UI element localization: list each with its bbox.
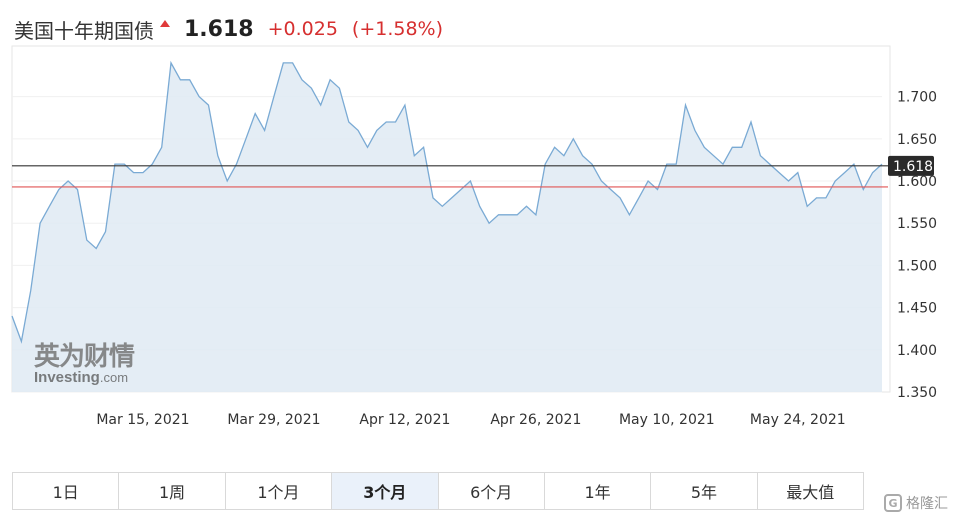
- y-axis-ticks: 1.350 1.400 1.450 1.500 1.550 1.600 1.650 1.700: [897, 90, 937, 401]
- price-change-percent: (+1.58%): [351, 18, 444, 40]
- y-tick-label: 1.500: [897, 258, 937, 274]
- x-tick-label: May 24, 2021: [750, 412, 846, 428]
- up-arrow-icon: [160, 19, 170, 27]
- series-line: [11, 60, 883, 344]
- x-tick-label: Apr 26, 2021: [490, 412, 581, 428]
- y-tick-label: 1.450: [897, 301, 937, 317]
- y-tick-label: 1.600: [897, 174, 937, 190]
- brand-label: 格隆汇: [906, 496, 948, 512]
- watermark-en-suffix: .com: [99, 370, 129, 385]
- watermark-en-main: Investing: [34, 369, 100, 386]
- time-range-tabs: 1日 1周 1个月 3个月 6个月 1年 5年 最大值: [12, 472, 864, 510]
- y-tick-label: 1.550: [897, 216, 937, 232]
- tab-range-6[interactable]: 5年: [651, 473, 758, 509]
- instrument-title: 美国十年期国债: [14, 18, 154, 43]
- last-price: 1.618: [184, 16, 254, 42]
- tab-range-3[interactable]: 3个月: [332, 473, 439, 509]
- y-tick-label: 1.400: [897, 343, 937, 359]
- x-tick-label: Mar 29, 2021: [227, 412, 320, 428]
- x-tick-label: Apr 12, 2021: [359, 412, 450, 428]
- brand-logo: G 格隆汇: [884, 493, 948, 513]
- tab-range-1[interactable]: 1周: [119, 473, 226, 509]
- tab-range-4[interactable]: 6个月: [438, 473, 545, 509]
- yield-chart: 1.350 1.400 1.450 1.500 1.550 1.600 1.650 1.700…: [11, 45, 937, 428]
- y-tick-label: 1.650: [897, 132, 937, 148]
- watermark-cn: 英为财情: [34, 342, 135, 372]
- price-change: +0.025: [267, 18, 338, 40]
- x-axis-ticks: Mar 15, 2021 Mar 29, 2021 Apr 12, 2021 Apr …: [96, 412, 845, 428]
- series-area: [12, 62, 882, 393]
- brand-icon: G: [884, 494, 902, 512]
- investing-watermark: 英为财情 Investing.com: [34, 336, 135, 386]
- tab-range-5[interactable]: 1年: [544, 473, 652, 509]
- x-tick-label: Mar 15, 2021: [96, 412, 189, 428]
- x-tick-label: May 10, 2021: [619, 412, 715, 428]
- tab-range-7[interactable]: 最大值: [757, 473, 863, 509]
- current-price-tag: 1.618: [888, 155, 934, 176]
- y-tick-label: 1.350: [897, 385, 937, 401]
- current-price-tag-bg: [888, 155, 934, 176]
- tab-range-2[interactable]: 1个月: [225, 473, 333, 509]
- current-price-tag-text: 1.618: [893, 159, 933, 175]
- tab-range-0[interactable]: 1日: [13, 473, 120, 509]
- watermark-en: Investing.com: [34, 369, 134, 386]
- y-tick-label: 1.700: [897, 90, 937, 106]
- quote-header: 美国十年期国债 1.618 +0.025 (+1.58%): [14, 12, 443, 46]
